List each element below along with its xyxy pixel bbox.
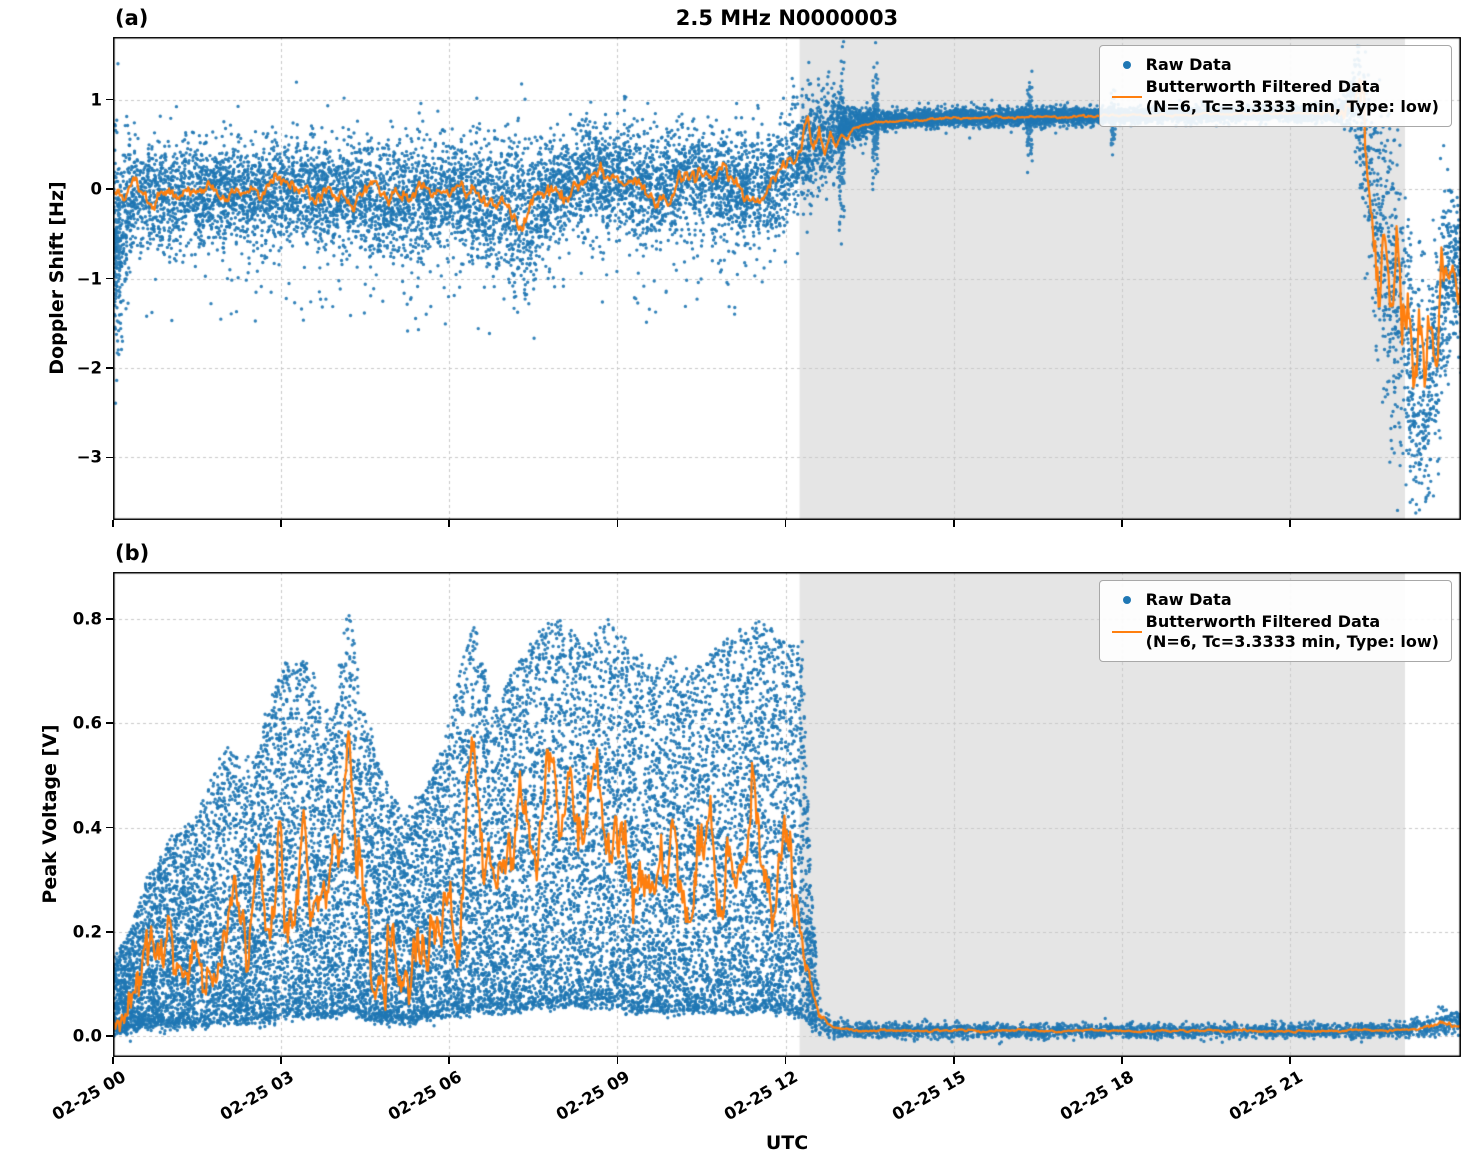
x-tick-mark — [112, 520, 114, 527]
x-tick-mark — [784, 520, 787, 527]
x-tick-mark — [952, 1057, 955, 1064]
x-tick-mark — [448, 1057, 451, 1064]
x-tick-mark — [1289, 1057, 1291, 1064]
legend-raw-label: Raw Data — [1145, 55, 1232, 74]
y-tick-mark — [106, 188, 113, 190]
y-tick-mark — [106, 1035, 113, 1037]
figure-title: 2.5 MHz N0000003 — [675, 6, 899, 30]
x-tick-mark — [112, 1057, 114, 1064]
x-tick-mark — [1289, 520, 1291, 527]
legend-raw-label: Raw Data — [1145, 590, 1232, 609]
y-tick-label: 0.6 — [72, 713, 102, 733]
x-tick-mark — [616, 1057, 619, 1064]
legend-filtered-label-line2: (N=6, Tc=3.3333 min, Type: low) — [1145, 97, 1439, 116]
x-tick-label: 02-25 09 — [552, 1067, 633, 1125]
y-tick-label: 0.2 — [72, 922, 102, 942]
panel-b-y-axis-label: Peak Voltage [V] — [39, 724, 61, 904]
y-tick-label: 0.8 — [72, 609, 102, 629]
legend-filtered-label-line2: (N=6, Tc=3.3333 min, Type: low) — [1145, 632, 1439, 651]
y-tick-mark — [106, 931, 113, 933]
y-tick-label: 0.0 — [72, 1026, 102, 1046]
legend-filtered-label-line1: Butterworth Filtered Data — [1145, 612, 1381, 631]
filtered-data-marker-icon — [1111, 96, 1142, 98]
legend-item-filtered: Butterworth Filtered Data (N=6, Tc=3.333… — [1108, 77, 1439, 117]
y-tick-mark — [106, 456, 113, 459]
legend-item-filtered: Butterworth Filtered Data (N=6, Tc=3.333… — [1108, 612, 1439, 652]
x-tick-mark — [952, 520, 955, 527]
raw-data-marker-icon — [1122, 61, 1131, 69]
panel-a-label: (a) — [115, 6, 149, 30]
raw-data-marker-icon — [1122, 596, 1131, 604]
y-tick-label: −2 — [76, 358, 102, 378]
y-tick-mark — [106, 367, 113, 369]
x-tick-label: 02-25 06 — [384, 1067, 465, 1125]
y-tick-label: 1 — [90, 90, 102, 110]
x-tick-label: 02-25 03 — [216, 1067, 297, 1125]
panel-a-legend: Raw Data Butterworth Filtered Data (N=6,… — [1098, 45, 1452, 127]
x-tick-mark — [448, 520, 451, 527]
x-tick-mark — [616, 520, 619, 527]
y-tick-mark — [106, 98, 113, 101]
y-tick-mark — [106, 722, 113, 725]
y-tick-label: 0 — [90, 179, 102, 199]
x-tick-mark — [280, 1057, 282, 1064]
panel-a-y-axis-label: Doppler Shift [Hz] — [46, 181, 68, 375]
x-axis-label: UTC — [765, 1132, 809, 1154]
legend-item-raw: Raw Data — [1108, 55, 1439, 75]
y-tick-mark — [106, 277, 113, 280]
y-tick-label: −1 — [76, 269, 102, 288]
y-tick-label: 0.4 — [72, 818, 102, 838]
filtered-data-marker-icon — [1111, 631, 1142, 633]
x-tick-label: 02-25 21 — [1225, 1067, 1306, 1125]
x-tick-mark — [1121, 1057, 1123, 1064]
x-tick-mark — [1121, 520, 1123, 527]
x-tick-label: 02-25 12 — [721, 1067, 802, 1125]
x-tick-label: 02-25 15 — [889, 1067, 970, 1125]
x-tick-label: 02-25 18 — [1057, 1067, 1138, 1125]
panel-b-legend: Raw Data Butterworth Filtered Data (N=6,… — [1098, 580, 1452, 662]
panel-b-label: (b) — [115, 541, 150, 565]
panel-a-plot-area: Raw Data Butterworth Filtered Data (N=6,… — [113, 37, 1461, 520]
x-tick-mark — [280, 520, 282, 527]
y-tick-mark — [106, 618, 113, 620]
y-tick-label: −3 — [76, 447, 102, 467]
x-tick-label: 02-25 00 — [48, 1067, 129, 1125]
x-tick-mark — [784, 1057, 787, 1064]
legend-filtered-label-line1: Butterworth Filtered Data — [1145, 77, 1381, 96]
panel-b-plot-area: Raw Data Butterworth Filtered Data (N=6,… — [113, 572, 1461, 1057]
legend-item-raw: Raw Data — [1108, 590, 1439, 610]
y-tick-mark — [106, 826, 113, 829]
